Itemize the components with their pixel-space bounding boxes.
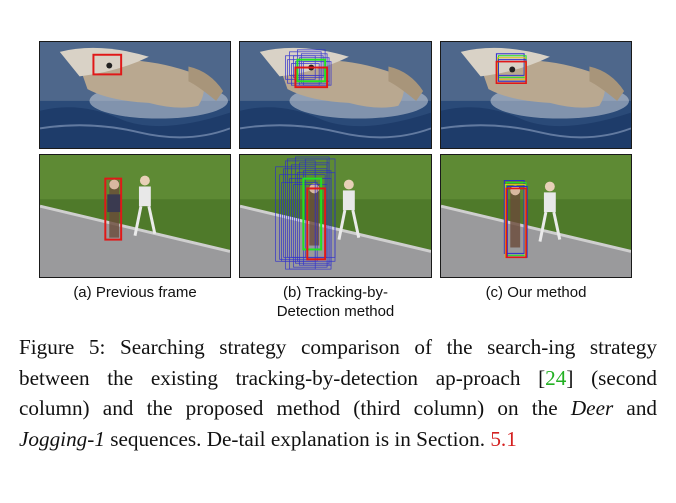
jogging-tracking-by-detection [239, 154, 432, 278]
label-previous-frame: (a) Previous frame [73, 284, 197, 301]
label-tracking-by-detection-line1: (b) Tracking-by- [282, 284, 389, 301]
sequence-jogging: Jogging-1 [19, 426, 105, 451]
caption-mid1: ] (second column) and the proposed metho… [19, 365, 658, 421]
deer-tracking-by-detection [239, 41, 432, 149]
figure-caption: Figure 5: Searching strategy comparison … [19, 332, 657, 454]
section-link[interactable]: 5.1 [490, 426, 517, 451]
citation-link[interactable]: 24 [545, 365, 567, 390]
jogging-our-method [440, 154, 632, 278]
sequence-deer: Deer [570, 396, 614, 420]
label-our-method: (c) Our method [485, 284, 587, 301]
jogging-previous-frame [39, 154, 231, 278]
caption-mid3: sequences. De-tail explanation is in Sec… [104, 426, 491, 451]
deer-our-method [440, 41, 632, 149]
caption-prefix: Figure 5: Searching strategy comparison … [19, 335, 657, 390]
caption-mid2: and [613, 396, 658, 420]
label-tracking-by-detection-line2: Detection method [276, 303, 395, 320]
deer-previous-frame [39, 41, 231, 149]
